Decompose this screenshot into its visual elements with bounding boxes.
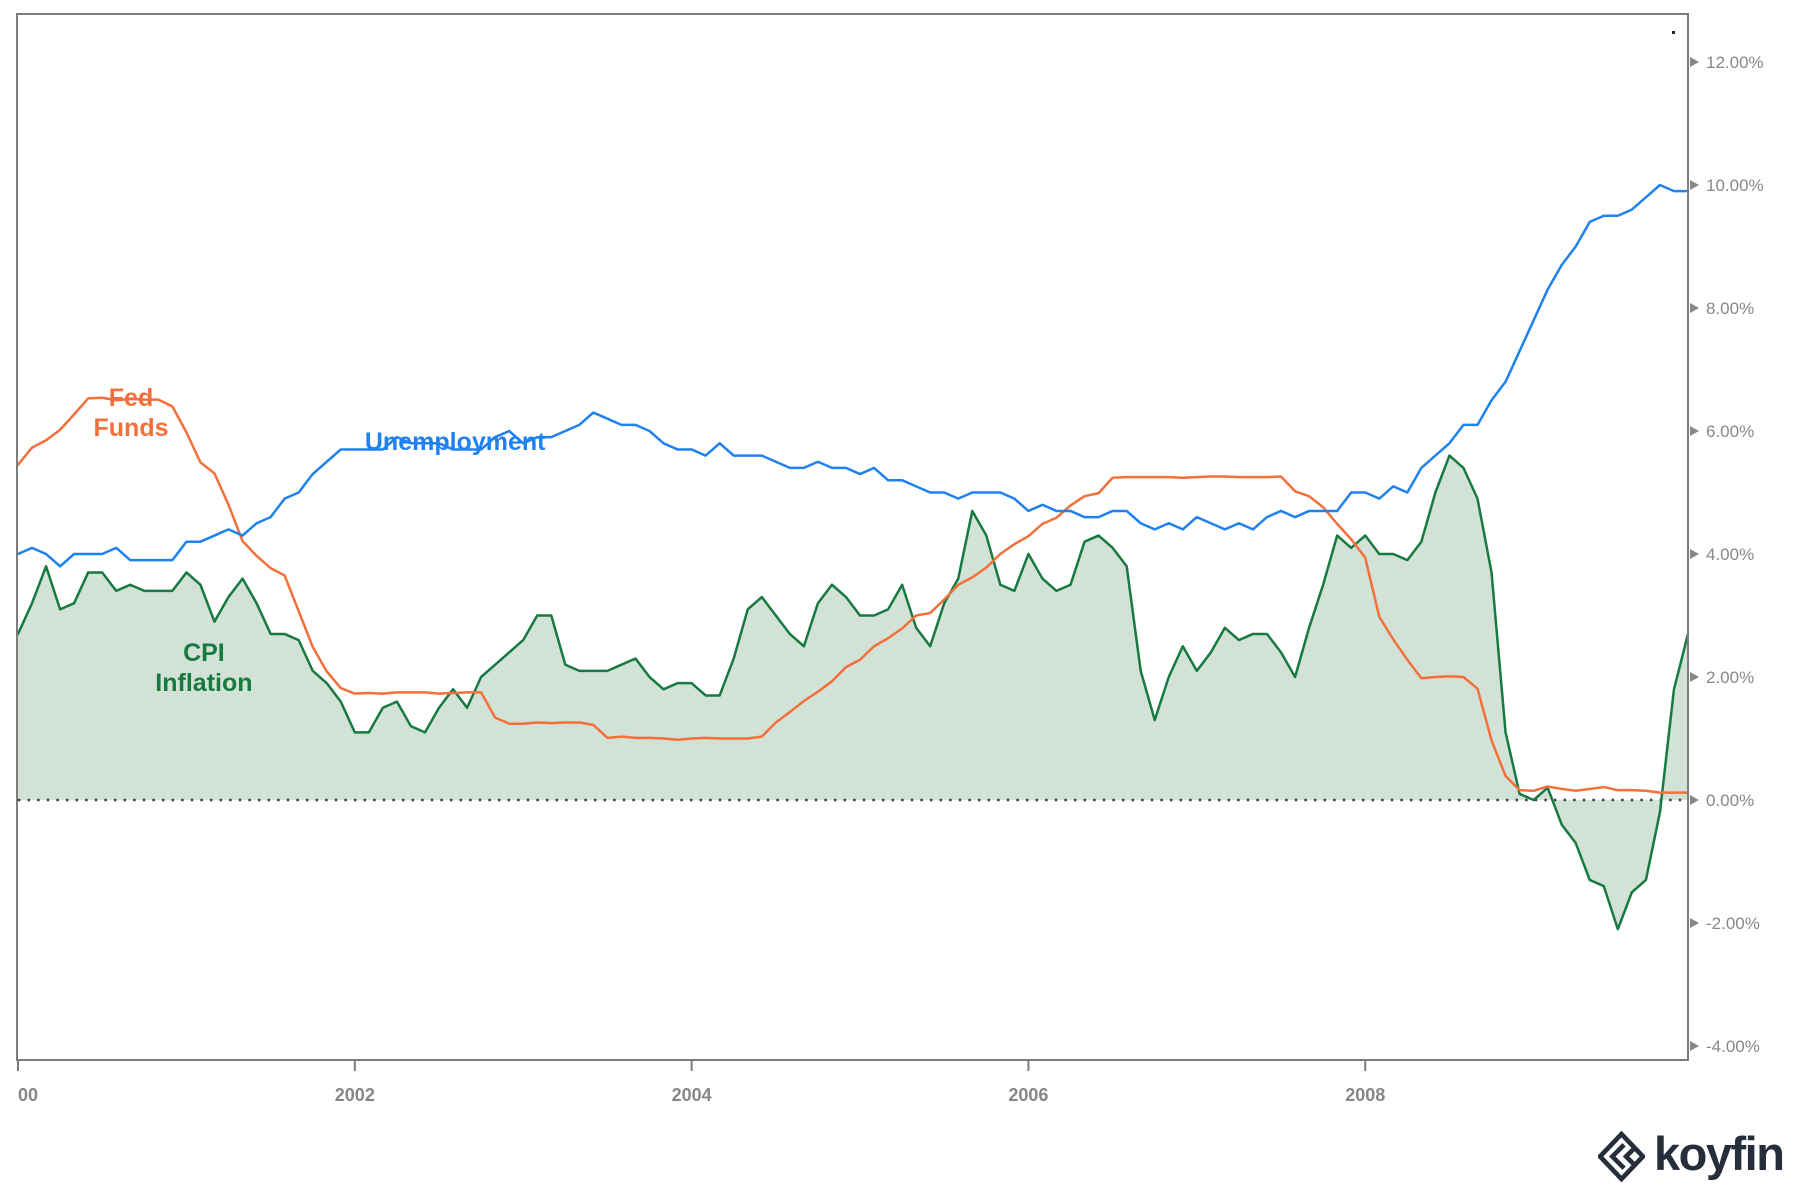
cpi-inflation-area-fill <box>18 455 1688 930</box>
x-axis: 00 2002 2004 2006 2008 <box>17 1060 1385 1105</box>
y-tick-arrow-icon <box>1690 426 1699 436</box>
corner-dot <box>1672 31 1675 34</box>
plot-area <box>16 13 1690 1061</box>
unemployment-label: Unemployment <box>365 428 546 456</box>
y-tick-label: 6.00% <box>1706 422 1754 441</box>
fed-funds-line <box>16 396 1690 794</box>
cpi-inflation-label: CPI Inflation <box>155 639 252 697</box>
koyfin-mark-icon <box>1598 1130 1645 1182</box>
series-labels: Fed Funds Unemployment CPI Inflation <box>94 384 547 697</box>
y-tick-label: -2.00% <box>1706 914 1760 933</box>
koyfin-logo: koyfin <box>1598 1126 1785 1186</box>
x-tick-label: 2008 <box>1345 1085 1385 1105</box>
y-tick-arrow-icon <box>1690 795 1699 805</box>
y-tick-label: 8.00% <box>1706 299 1754 318</box>
y-tick-label: -4.00% <box>1706 1037 1760 1056</box>
y-tick-label: 2.00% <box>1706 668 1754 687</box>
y-tick-arrow-icon <box>1690 180 1699 190</box>
y-tick-arrow-icon <box>1690 303 1699 313</box>
y-tick-arrow-icon <box>1690 672 1699 682</box>
y-tick-label: 10.00% <box>1706 176 1764 195</box>
x-tick-label: 2004 <box>672 1085 712 1105</box>
y-axis: 12.00% 10.00% 8.00% 6.00% 4.00% 2.00% 0.00% -2.… <box>1690 53 1764 1056</box>
x-tick-label: 2006 <box>1008 1085 1048 1105</box>
fed-funds-label: Fed Funds <box>94 384 169 442</box>
koyfin-logo-text: koyfin <box>1654 1126 1785 1180</box>
y-tick-label: 0.00% <box>1706 791 1754 810</box>
y-tick-arrow-icon <box>1690 1041 1699 1051</box>
y-tick-label: 4.00% <box>1706 545 1754 564</box>
cpi-inflation-line <box>16 454 1690 931</box>
y-tick-arrow-icon <box>1690 57 1699 67</box>
x-tick-label: 2002 <box>335 1085 375 1105</box>
y-tick-label: 12.00% <box>1706 53 1764 72</box>
plot-border <box>16 13 1689 1061</box>
unemployment-line <box>16 183 1690 568</box>
y-tick-arrow-icon <box>1690 918 1699 928</box>
y-tick-arrow-icon <box>1690 549 1699 559</box>
x-tick-label: 00 <box>18 1085 38 1105</box>
